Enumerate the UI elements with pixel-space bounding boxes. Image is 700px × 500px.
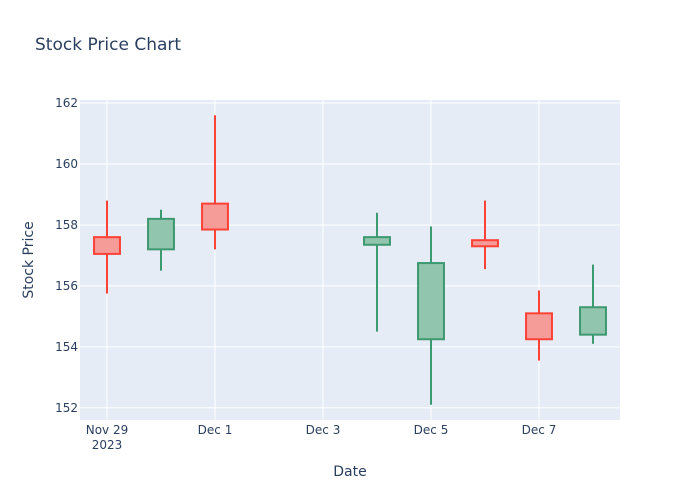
candle-increasing [417, 226, 445, 405]
x-tick-label: Dec 3 [306, 423, 341, 437]
x-tick-label: Dec 1 [198, 423, 233, 437]
candle-body [147, 217, 175, 251]
y-tick-label: 162 [55, 96, 78, 110]
candle-body [525, 312, 553, 341]
x-tick-sublabel: 2023 [92, 438, 123, 452]
y-tick-label: 160 [55, 157, 78, 171]
candle-body [471, 239, 499, 248]
candle-body [93, 236, 121, 255]
candle-body [579, 306, 607, 336]
candle-body [363, 236, 391, 246]
x-tick-label: Dec 5 [414, 423, 449, 437]
candle-decreasing [471, 200, 499, 270]
candle-decreasing [201, 115, 229, 250]
y-tick-label: 152 [55, 401, 78, 415]
candle-increasing [363, 212, 391, 332]
y-tick-label: 156 [55, 279, 78, 293]
y-tick-label: 154 [55, 340, 78, 354]
x-tick-label: Nov 29 [86, 423, 129, 437]
candle-body [417, 262, 445, 341]
y-tick-label: 158 [55, 218, 78, 232]
plot-area [80, 100, 620, 420]
candle-body [201, 202, 229, 231]
candle-increasing [147, 209, 175, 271]
chart-title: Stock Price Chart [35, 35, 181, 55]
candle-decreasing [525, 290, 553, 361]
candle-decreasing [93, 200, 121, 294]
y-axis-ticks: 152 154 156 158 160 162 [55, 96, 78, 415]
x-axis-title: Date [333, 464, 366, 480]
y-axis-title: Stock Price [21, 221, 37, 298]
candles [93, 115, 607, 405]
x-tick-label: Dec 7 [522, 423, 557, 437]
candle-increasing [579, 264, 607, 344]
